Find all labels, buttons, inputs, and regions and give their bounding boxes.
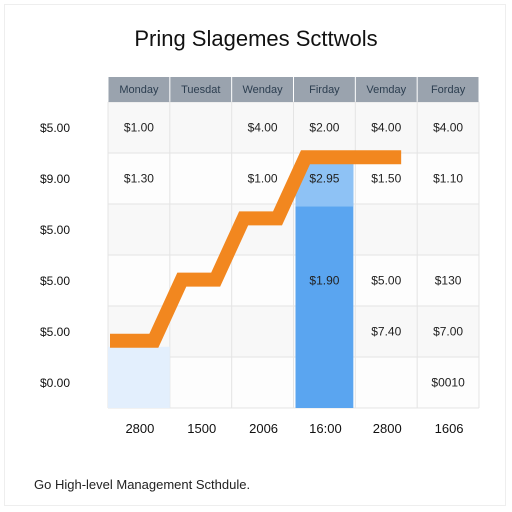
- cell-value-label: $2.95: [309, 172, 339, 186]
- chart-frame: [4, 4, 506, 506]
- cell-value-label: $1.10: [433, 172, 463, 186]
- cell-value-label: $1.00: [248, 172, 278, 186]
- cell-value-label: $1.90: [309, 274, 339, 288]
- series-step-line: [110, 150, 402, 348]
- x-tick-label: 2006: [249, 421, 278, 436]
- cell-value-label: $4.00: [248, 121, 278, 135]
- x-tick-label: 16:00: [309, 421, 342, 436]
- cell-value-label: $4.00: [371, 121, 401, 135]
- bar: [108, 346, 170, 408]
- column-header-label: Wenday: [243, 84, 284, 96]
- column-header-label: Firday: [309, 84, 340, 96]
- column-header-cell: [355, 77, 417, 102]
- column-header-label: Vemday: [366, 84, 406, 96]
- column-header-cell: [170, 77, 232, 102]
- cell-value-label: $130: [435, 274, 462, 288]
- column-header-label: Monday: [119, 84, 159, 96]
- x-tick-label: 2800: [373, 421, 402, 436]
- y-tick-label: $5.00: [40, 274, 70, 288]
- x-tick-label: 1500: [187, 421, 216, 436]
- x-tick-label: 1606: [435, 421, 464, 436]
- cell-value-label: $2.00: [309, 121, 339, 135]
- cell-value-label: $7.40: [371, 325, 401, 339]
- cell-value-label: $1.30: [124, 172, 154, 186]
- column-header-cell: [294, 77, 355, 102]
- y-tick-label: $0.00: [40, 376, 70, 390]
- column-header-cell: [232, 77, 293, 102]
- column-header-label: Forday: [431, 84, 466, 96]
- cell-value-label: $4.00: [433, 121, 463, 135]
- column-header-label: Tuesdat: [181, 84, 220, 96]
- cell-value-label: $1.00: [124, 121, 154, 135]
- y-tick-label: $9.00: [40, 172, 70, 186]
- cell-value-label: $5.00: [371, 274, 401, 288]
- cell-value-label: $7.00: [433, 325, 463, 339]
- y-tick-label: $5.00: [40, 223, 70, 237]
- y-tick-label: $5.00: [40, 325, 70, 339]
- y-tick-label: $5.00: [40, 121, 70, 135]
- column-header-cell: [108, 77, 170, 102]
- chart-title: Pring Slagemes Scttwols: [134, 26, 378, 51]
- x-tick-label: 2800: [125, 421, 154, 436]
- column-header-cell: [417, 77, 479, 102]
- chart-footer: Go High-level Management Scthdule.: [34, 477, 251, 492]
- cell-value-label: $0010: [431, 376, 465, 390]
- cell-value-label: $1.50: [371, 172, 401, 186]
